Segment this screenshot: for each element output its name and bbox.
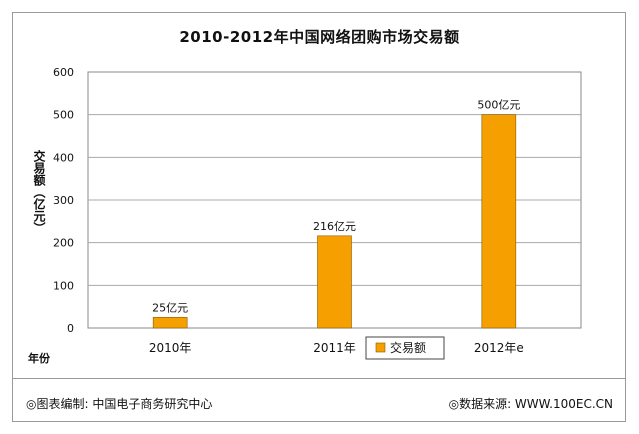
footer-data-source: ◎数据来源: WWW.100EC.CN: [448, 397, 613, 411]
data-labels: 25亿元 216亿元 500亿元: [152, 99, 520, 315]
legend-swatch: [375, 342, 386, 353]
bar: [317, 235, 352, 329]
data-label: 500亿元: [477, 99, 520, 112]
bar: [481, 114, 517, 329]
y-tick-labels: 0 100 200 300 400 500 600: [53, 66, 74, 335]
bar: [152, 317, 188, 329]
legend-label: 交易额: [390, 340, 426, 355]
y-tick-label: 0: [67, 322, 74, 335]
y-tick-label: 300: [53, 194, 74, 207]
x-tick-label: 2011年: [313, 341, 356, 355]
legend: 交易额: [365, 336, 445, 360]
bars: [152, 114, 517, 329]
footer-divider: [12, 378, 626, 379]
x-tick-label: 2010年: [149, 341, 192, 355]
x-tick-label: 2012年e: [474, 341, 524, 355]
data-label: 216亿元: [313, 220, 356, 233]
y-tick-label: 100: [53, 279, 74, 292]
y-tick-label: 200: [53, 237, 74, 250]
y-tick-label: 500: [53, 109, 74, 122]
footer-source-compiler: ◎图表编制: 中国电子商务研究中心: [26, 397, 213, 411]
x-axis-title: 年份: [28, 352, 50, 365]
data-label: 25亿元: [152, 301, 188, 314]
x-tick-labels: 2010年 2011年 2012年e: [149, 341, 524, 355]
chart-title: 2010-2012年中国网络团购市场交易额: [179, 28, 460, 46]
y-tick-label: 400: [53, 151, 74, 164]
y-axis-label: 交易额（亿元）: [32, 150, 46, 234]
y-tick-label: 600: [53, 66, 74, 79]
legend-box: [365, 336, 445, 360]
